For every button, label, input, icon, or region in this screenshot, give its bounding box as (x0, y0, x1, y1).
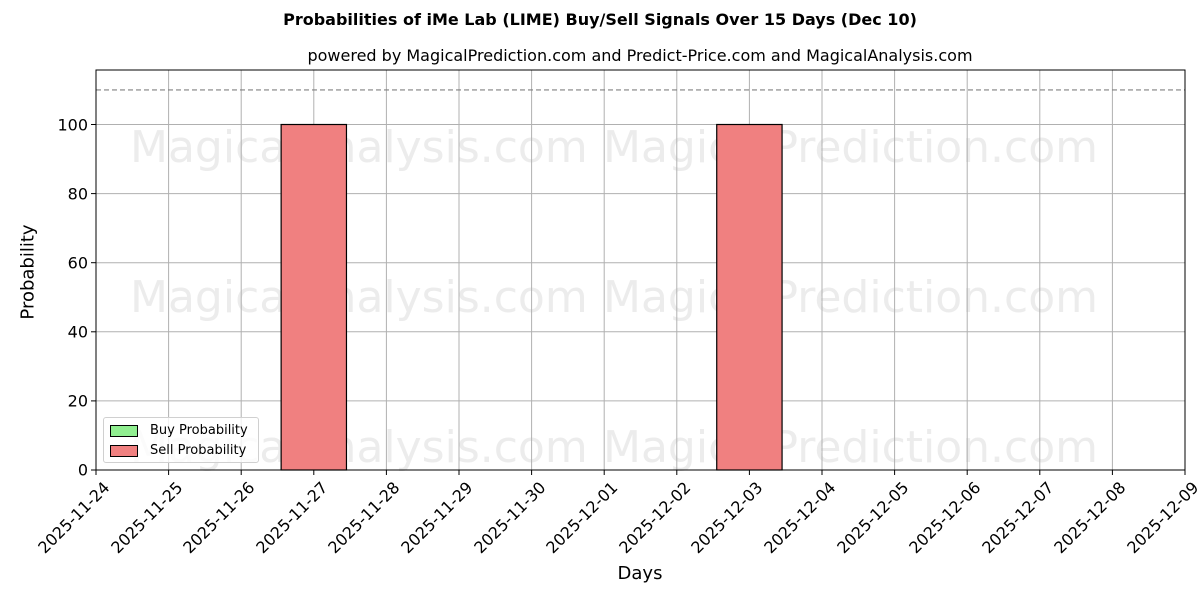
watermark: MagicalAnalysis.com (130, 122, 588, 173)
y-tick-label: 80 (67, 184, 88, 204)
watermark: MagicalPrediction.com (603, 272, 1098, 323)
watermark: MagicalAnalysis.com (130, 272, 588, 323)
watermark: MagicalPrediction.com (603, 122, 1098, 173)
y-axis-label: Probability (17, 224, 39, 320)
bar-sell-probability (280, 123, 348, 471)
buy-swatch-icon (110, 424, 138, 437)
bar-sell-probability (716, 123, 783, 471)
y-tick-label: 0 (77, 460, 88, 480)
legend: Buy Probability Sell Probability (103, 417, 259, 463)
watermark: MagicalPrediction.com (603, 422, 1098, 473)
legend-item-buy: Buy Probability (110, 423, 248, 438)
chart-title: Probabilities of iMe Lab (LIME) Buy/Sell… (283, 10, 917, 29)
legend-buy-label: Buy Probability (150, 423, 248, 438)
legend-sell-label: Sell Probability (150, 443, 247, 458)
x-axis-label: Days (617, 563, 663, 584)
sell-swatch-icon (110, 444, 138, 457)
legend-item-sell: Sell Probability (110, 443, 246, 458)
axes-frame (95, 69, 1186, 471)
y-tick-label: 60 (67, 253, 88, 273)
y-tick-label: 20 (67, 391, 88, 411)
y-tick-label: 100 (57, 115, 88, 134)
y-tick-label: 40 (67, 322, 88, 342)
chart-subtitle: powered by MagicalPrediction.com and Pre… (307, 46, 973, 65)
